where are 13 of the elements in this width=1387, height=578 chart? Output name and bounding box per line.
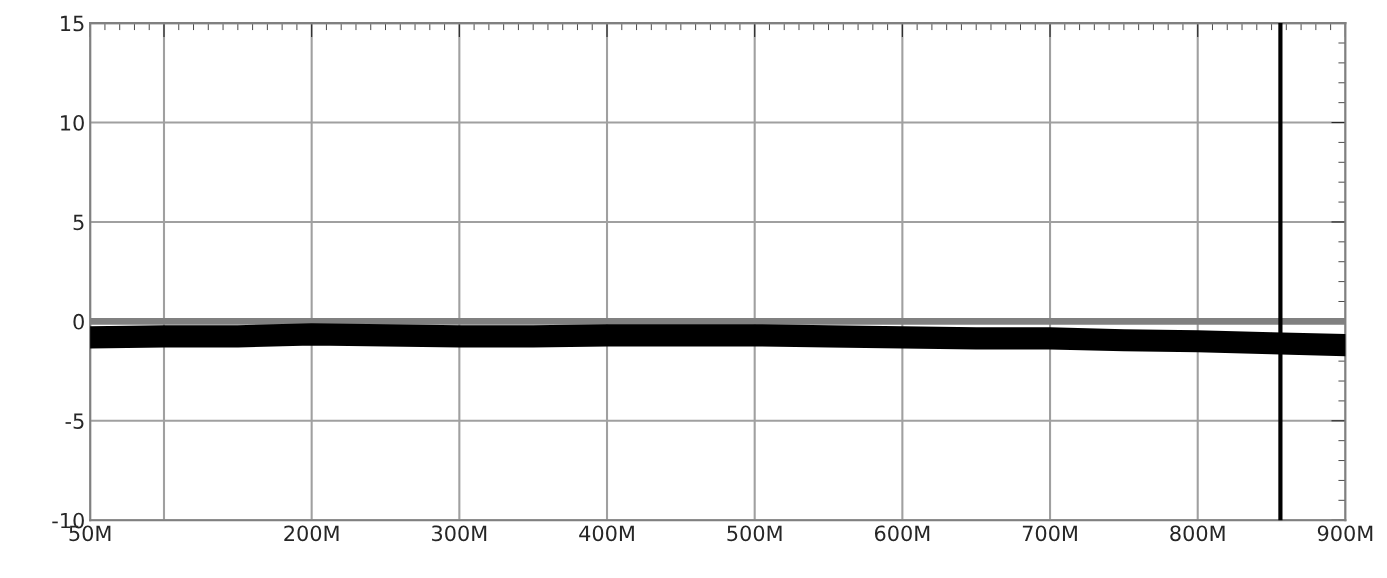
x-tick-label: 400M — [579, 525, 634, 542]
y-tick-label: -5 — [65, 413, 84, 429]
x-tick-label: 800M — [1170, 525, 1225, 542]
y-tick-label: 10 — [61, 114, 84, 131]
x-tick-label: 700M — [1022, 525, 1077, 542]
x-tick-label: 900M — [1317, 525, 1373, 542]
x-tick-label: 300M — [432, 525, 487, 542]
x-tick-label: 600M — [874, 525, 930, 542]
y-tick-label: 15 — [61, 15, 84, 32]
y-tick-label: 0 — [73, 313, 84, 330]
x-tick-label: 200M — [284, 525, 339, 542]
y-tick-label: 5 — [73, 214, 84, 231]
x-tick-label: 500M — [727, 525, 782, 542]
